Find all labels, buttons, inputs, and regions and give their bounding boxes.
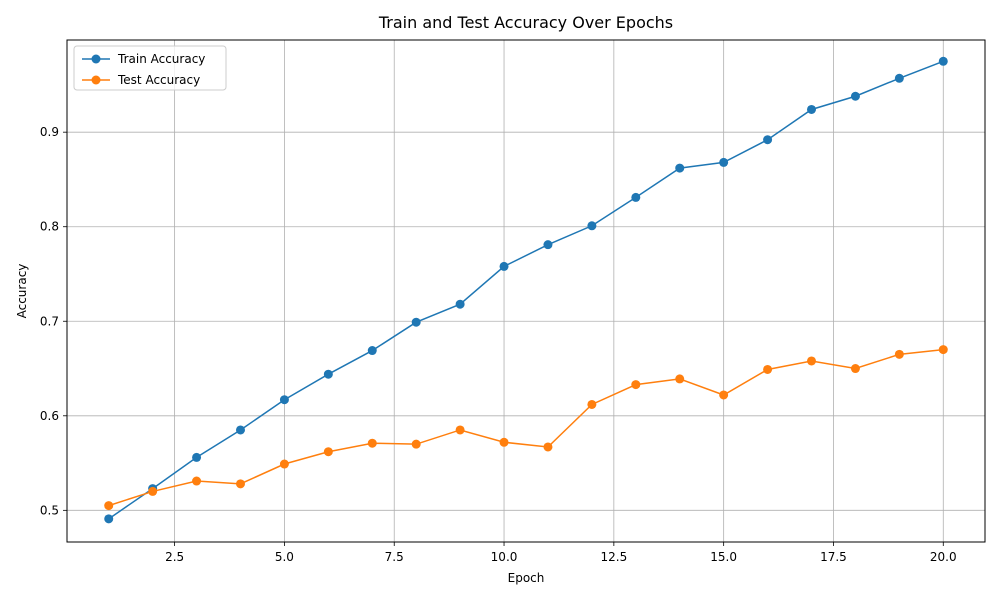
chart-title: Train and Test Accuracy Over Epochs [378,13,673,32]
data-point [587,399,597,409]
data-point [543,442,553,452]
data-point [104,501,114,511]
data-point [631,380,641,390]
x-tick-label: 17.5 [820,550,847,564]
data-point [675,163,685,173]
legend-marker [91,54,101,64]
x-tick-label: 10.0 [491,550,518,564]
x-tick-label: 2.5 [165,550,184,564]
y-tick-label: 0.8 [40,220,59,234]
data-point [631,192,641,202]
y-tick-label: 0.9 [40,125,59,139]
data-point [850,91,860,101]
x-tick-label: 20.0 [930,550,957,564]
data-point [411,439,421,449]
data-point [192,476,202,486]
data-point [763,364,773,374]
data-point [499,437,509,447]
data-point [807,104,817,114]
data-point [279,395,289,405]
data-point [719,390,729,400]
legend-label: Test Accuracy [117,73,200,87]
legend-box [73,45,227,91]
x-tick-label: 7.5 [385,550,404,564]
data-point [367,346,377,356]
data-point [894,349,904,359]
x-tick-label: 5.0 [275,550,294,564]
plot-frame [66,39,986,543]
data-point [367,438,377,448]
data-point [455,425,465,435]
data-point [543,240,553,250]
data-point [763,135,773,145]
legend: Train Accuracy Test Accuracy [73,45,227,91]
data-point [148,486,158,496]
x-tick-label: 15.0 [710,550,737,564]
data-point [894,73,904,83]
data-point [235,425,245,435]
y-axis-label: Accuracy [15,264,29,319]
ticks: 2.5 5.0 7.5 10.0 12.5 15.0 17.5 20.0 0.5 0.6 0.7 0.… [40,125,957,564]
data-point [323,369,333,379]
legend-item: Train Accuracy [82,52,205,66]
data-point [938,345,948,355]
data-point [192,452,202,462]
series-line [108,348,944,507]
legend-item: Test Accuracy [82,73,200,87]
data-point [807,356,817,366]
legend-marker [91,75,101,85]
series-layer [104,56,948,524]
grid [67,40,985,542]
data-point [499,261,509,271]
y-tick-label: 0.7 [40,314,59,328]
data-point [455,299,465,309]
x-tick-label: 12.5 [600,550,627,564]
legend-label: Train Accuracy [117,52,205,66]
series-line [108,60,944,520]
data-point [850,364,860,374]
data-point [587,221,597,231]
y-tick-label: 0.5 [40,503,59,517]
data-point [279,459,289,469]
data-point [323,447,333,457]
data-point [938,56,948,66]
series-test [104,345,948,511]
series-train [104,56,948,524]
data-point [675,374,685,384]
data-point [719,157,729,167]
x-axis-label: Epoch [508,571,545,585]
data-point [411,317,421,327]
y-tick-label: 0.6 [40,409,59,423]
data-point [235,479,245,489]
data-point [104,514,114,524]
